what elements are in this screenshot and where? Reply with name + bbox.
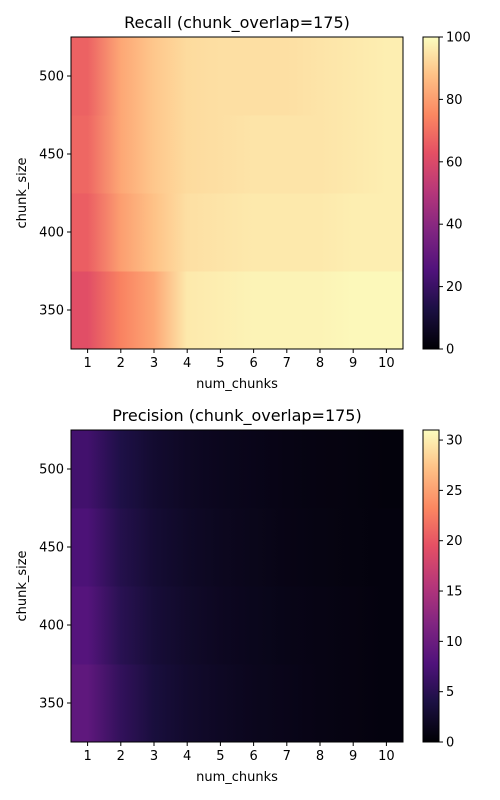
precision-x-tick-label: 8 <box>316 749 324 764</box>
recall-x-tick-label: 10 <box>378 356 395 371</box>
recall-x-tick-label: 9 <box>349 356 357 371</box>
recall-x-tick-label: 1 <box>83 356 91 371</box>
precision-x-tick-label: 10 <box>378 749 395 764</box>
recall-colorbar-tick-label: 40 <box>446 218 463 233</box>
precision-colorbar-tick-label: 5 <box>446 685 454 700</box>
precision-colorbar-tick-label: 20 <box>446 534 463 549</box>
precision-x-tick-label: 6 <box>249 749 257 764</box>
recall-heatmap-row <box>71 37 403 116</box>
precision-y-tick-label: 500 <box>39 463 64 478</box>
recall-y-tick-label: 350 <box>39 304 64 319</box>
recall-x-tick-label: 2 <box>117 356 125 371</box>
recall-heatmap-row <box>71 115 403 194</box>
precision-axes-frame <box>70 429 404 743</box>
precision-x-tick-label: 7 <box>283 749 291 764</box>
precision-colorbar-tick-label: 30 <box>446 434 463 449</box>
precision-y-tick-label: 450 <box>39 541 64 556</box>
recall-x-tick-label: 6 <box>249 356 257 371</box>
precision-x-tick-label: 3 <box>150 749 158 764</box>
precision-heatmap-row <box>71 430 403 509</box>
precision-y-tick-label: 350 <box>39 697 64 712</box>
precision-y-tick-label: 400 <box>39 619 64 634</box>
recall-heatmap-row <box>71 193 403 272</box>
precision-colorbar-tick-label: 10 <box>446 635 463 650</box>
recall-x-tick-label: 3 <box>150 356 158 371</box>
recall-heatmap-row <box>71 271 403 350</box>
recall-axes-frame <box>70 36 404 350</box>
precision-colorbar-bar <box>422 429 440 743</box>
precision-heatmap-row <box>71 664 403 743</box>
precision-heatmap-cells <box>71 430 403 743</box>
recall-colorbar-tick-label: 80 <box>446 93 463 108</box>
precision-colorbar-tick-label: 25 <box>446 484 463 499</box>
precision-heatmap-row <box>71 586 403 665</box>
recall-y-axis-label: chunk_size <box>15 157 30 228</box>
precision-x-tick-label: 1 <box>83 749 91 764</box>
precision-colorbar: 0 5 10 15 20 25 30 <box>422 429 463 751</box>
recall-colorbar-tick-label: 60 <box>446 155 463 170</box>
recall-x-axis-label: num_chunks <box>196 377 278 392</box>
precision-y-axis-label: chunk_size <box>15 550 30 621</box>
recall-heatmap-cells <box>71 37 403 350</box>
recall-x-tick-label: 5 <box>216 356 224 371</box>
recall-colorbar: 0 20 40 60 80 100 <box>422 31 471 358</box>
precision-title: Precision (chunk_overlap=175) <box>112 406 361 426</box>
precision-panel: 1 2 3 4 5 6 7 8 9 10 350 400 450 500 Precision (chunk_… <box>15 406 463 785</box>
precision-heatmap-row <box>71 508 403 587</box>
recall-y-tick-label: 500 <box>39 70 64 85</box>
recall-colorbar-tick-label: 100 <box>446 31 471 46</box>
recall-colorbar-tick-label: 0 <box>446 343 454 358</box>
precision-colorbar-tick-label: 0 <box>446 736 454 751</box>
recall-x-tick-label: 4 <box>183 356 191 371</box>
precision-x-axis-label: num_chunks <box>196 770 278 785</box>
precision-x-tick-label: 4 <box>183 749 191 764</box>
recall-y-tick-label: 400 <box>39 226 64 241</box>
recall-y-tick-label: 450 <box>39 148 64 163</box>
precision-x-tick-label: 5 <box>216 749 224 764</box>
recall-x-tick-label: 7 <box>283 356 291 371</box>
precision-x-tick-label: 2 <box>117 749 125 764</box>
recall-colorbar-bar <box>422 36 440 350</box>
recall-title: Recall (chunk_overlap=175) <box>124 13 350 33</box>
precision-colorbar-tick-label: 15 <box>446 585 463 600</box>
recall-x-tick-label: 8 <box>316 356 324 371</box>
precision-x-tick-label: 9 <box>349 749 357 764</box>
recall-colorbar-tick-label: 20 <box>446 280 463 295</box>
